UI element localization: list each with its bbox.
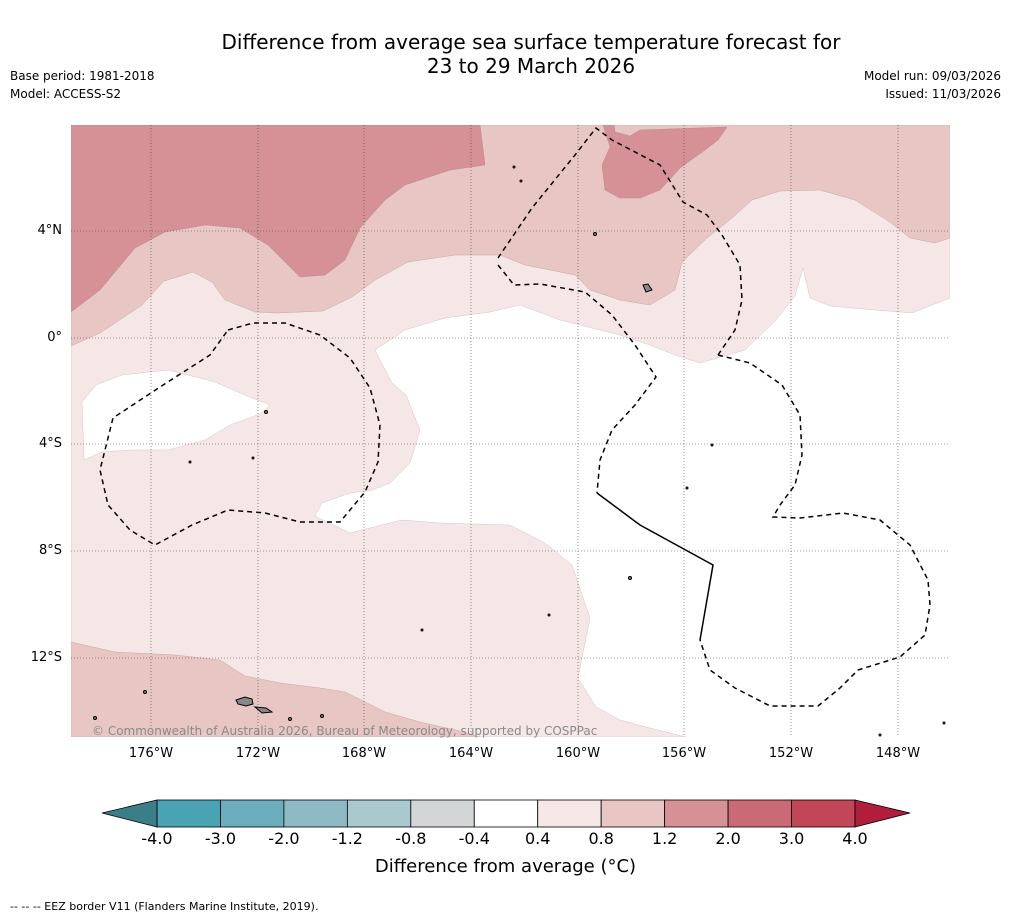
title-line-1: Difference from average sea surface temp… [221,30,841,54]
gridlines [71,125,950,737]
colorbar-tick-6: 0.4 [524,829,551,848]
anomaly-region-0-8-to-1-2-south [71,641,481,737]
copyright-notice: © Commonwealth of Australia 2026, Bureau… [92,724,598,738]
island-small-4 [143,690,147,694]
colorbar-tick-3: -1.2 [331,829,363,848]
colorbar-cells [156,799,856,828]
island-small-12 [685,486,689,490]
island-small-5 [93,716,97,720]
colorbar-cell-7 [600,799,666,828]
island-small-18 [942,721,946,725]
lon-label-152w: 152°W [768,746,814,761]
colorbar-tick-8: 1.2 [651,829,678,848]
anomaly-region-1-2-to-2-0-west [71,125,486,313]
colorbar-cell-8 [664,799,729,828]
island-upolu [253,706,274,714]
anomaly-neutral-pocket [81,369,271,461]
island-small-17 [878,733,882,737]
lat-label-12s: 12°S [30,650,62,665]
island-small-8 [628,576,632,580]
eez-boundary-solid [596,492,714,641]
colorbar-tick-11: 4.0 [842,829,868,848]
colorbar-tick-7: 0.8 [588,829,614,848]
lat-label-4n: 4°N [37,223,63,238]
colorbar-over-arrow [854,799,911,828]
island-small-7 [320,714,324,718]
colorbar-tick-5: -0.4 [458,829,490,848]
island-small-15 [512,165,516,169]
eez-boundary-cook-islands-north [699,354,931,707]
model-run: Model run: 09/03/2026 [863,69,1001,83]
meta-left: Base period: 1981-2018 Model: ACCESS-S2 [10,67,155,103]
lat-label-0: 0° [47,330,62,345]
islands [93,165,946,737]
island-small-6 [288,717,292,721]
island-small-16 [519,179,523,183]
colorbar-cell-3 [346,799,412,828]
colorbar-cell-4 [410,799,475,828]
colorbar-tick-9: 2.0 [715,829,741,848]
island-small-10 [547,613,551,617]
base-period: Base period: 1981-2018 [10,69,155,83]
meta-right: Model run: 09/03/2026 Issued: 11/03/2026 [864,67,1001,103]
island-small-11 [710,443,714,447]
colorbar-title: Difference from average (°C) [374,856,637,877]
lon-label-148w: 148°W [875,746,921,761]
island-small-14 [188,460,192,464]
eez-boundary-phoenix [497,264,657,494]
colorbar-tick-0: -4.0 [141,829,173,848]
colorbar-tick-10: 3.0 [778,829,805,848]
model-name: Model: ACCESS-S2 [10,87,122,101]
colorbar [101,799,911,828]
colorbar-cell-9 [727,799,792,828]
island-small-3 [264,410,268,414]
anomaly-region-1-2-to-2-0-east [601,125,728,199]
chart-title: Difference from average sea surface temp… [0,30,1011,78]
colorbar-cell-5 [473,799,539,828]
colorbar-tick-2: -2.0 [268,829,300,848]
colorbar-cell-2 [283,799,348,828]
island-savaii [235,696,254,707]
eez-footnote: -- -- -- EEZ border V11 (Flanders Marine… [10,900,319,913]
lon-label-168w: 168°W [341,746,387,761]
lon-label-156w: 156°W [661,746,707,761]
colorbar-tick-4: -0.8 [395,829,427,848]
colorbar-cell-0 [156,799,221,828]
colorbar-tick-1: -3.0 [204,829,237,848]
lat-label-4s: 4°S [38,436,62,451]
lat-label-8s: 8°S [38,543,62,558]
lon-label-172w: 172°W [235,746,281,761]
lon-label-164w: 164°W [448,746,494,761]
colorbar-under-arrow [101,799,158,828]
issued-date: Issued: 11/03/2026 [885,87,1001,101]
lon-label-160w: 160°W [555,746,601,761]
island-small-2 [593,232,597,236]
colorbar-cell-1 [220,799,285,828]
colorbar-cell-10 [791,799,856,828]
title-line-2: 23 to 29 March 2026 [426,54,636,78]
eez-boundary-tokelau-kiribati [497,126,743,356]
lon-label-176w: 176°W [128,746,174,761]
island-small-1 [642,283,653,293]
eez-boundaries [99,126,931,707]
colorbar-cell-6 [537,799,602,828]
map-area [71,125,950,737]
island-small-13 [251,456,255,460]
island-small-9 [420,628,424,632]
